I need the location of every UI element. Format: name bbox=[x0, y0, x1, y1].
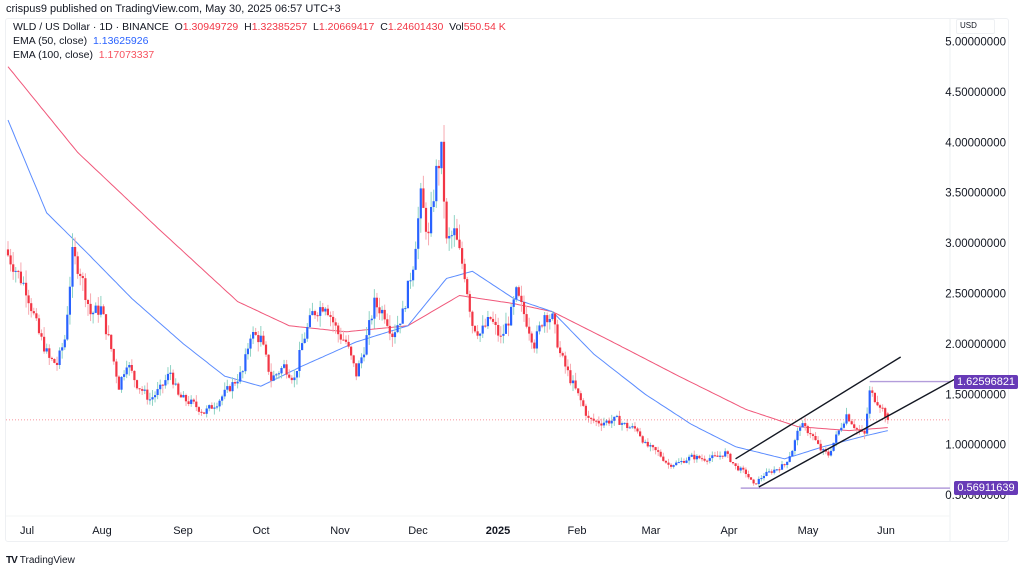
time-tick-label: Nov bbox=[330, 525, 350, 537]
price-tick-label: 5.00000000 bbox=[945, 37, 1006, 49]
time-tick-label: 2025 bbox=[486, 525, 510, 537]
ohlc-row: WLD / US Dollar · 1D · BINANCE O1.309497… bbox=[13, 20, 506, 34]
ascending-channel[interactable] bbox=[735, 356, 956, 488]
horizontal-levels[interactable] bbox=[6, 380, 950, 489]
chart-legend: WLD / US Dollar · 1D · BINANCE O1.309497… bbox=[13, 20, 506, 62]
price-tick-label: 2.00000000 bbox=[945, 339, 1006, 351]
ema100-value: 1.17073337 bbox=[98, 49, 155, 61]
ema100-label: EMA (100, close) bbox=[13, 49, 93, 61]
time-tick-label: Jul bbox=[20, 525, 34, 537]
time-tick-label: Jun bbox=[877, 525, 895, 537]
currency-label[interactable]: USD bbox=[956, 19, 995, 34]
tradingview-brand[interactable]: TV TradingView bbox=[6, 555, 75, 566]
price-tag-upper-level: 1.62596821 bbox=[954, 375, 1018, 389]
volume-value: 550.54 K bbox=[463, 21, 506, 33]
price-tick-label: 1.00000000 bbox=[945, 440, 1006, 452]
chart-frame bbox=[5, 18, 1009, 542]
symbol-label[interactable]: WLD / US Dollar · 1D · BINANCE bbox=[13, 21, 169, 33]
close-value: 1.24601430 bbox=[387, 21, 444, 33]
ema100-line bbox=[7, 66, 888, 432]
open-label: O bbox=[174, 21, 183, 33]
time-tick-label: Mar bbox=[642, 525, 661, 537]
ema50-line bbox=[7, 119, 888, 460]
ema50-row[interactable]: EMA (50, close) 1.13625926 bbox=[13, 34, 506, 48]
time-tick-label: Sep bbox=[173, 525, 193, 537]
ema50-value: 1.13625926 bbox=[92, 35, 149, 47]
ema100-row[interactable]: EMA (100, close) 1.17073337 bbox=[13, 48, 506, 62]
price-tick-label: 3.50000000 bbox=[945, 188, 1006, 200]
ema50-label: EMA (50, close) bbox=[13, 35, 88, 47]
time-tick-label: May bbox=[798, 525, 819, 537]
time-tick-label: Apr bbox=[720, 525, 737, 537]
price-axis[interactable]: 5.00000000 4.50000000 4.00000000 3.50000000… bbox=[945, 37, 1006, 503]
time-tick-label: Aug bbox=[92, 525, 112, 537]
low-label: L bbox=[313, 21, 319, 33]
price-tick-label: 4.00000000 bbox=[945, 137, 1006, 149]
price-tick-label: 1.50000000 bbox=[945, 389, 1006, 401]
low-value: 1.20669417 bbox=[318, 21, 375, 33]
price-tick-label: 2.50000000 bbox=[945, 289, 1006, 301]
candlestick-series bbox=[6, 125, 889, 487]
time-tick-label: Oct bbox=[252, 525, 269, 537]
publisher-line: crispus9 published on TradingView.com, M… bbox=[6, 3, 341, 15]
brand-name: TradingView bbox=[19, 555, 75, 566]
high-label: H bbox=[244, 21, 252, 33]
close-label: C bbox=[380, 21, 388, 33]
time-tick-label: Dec bbox=[408, 525, 428, 537]
high-value: 1.32385257 bbox=[251, 21, 308, 33]
time-tick-label: Feb bbox=[568, 525, 587, 537]
price-tick-label: 4.50000000 bbox=[945, 87, 1006, 99]
volume-label: Vol bbox=[449, 21, 464, 33]
price-tick-label: 3.00000000 bbox=[945, 238, 1006, 250]
open-value: 1.30949729 bbox=[182, 21, 239, 33]
tradingview-logo-icon: TV bbox=[6, 555, 18, 566]
price-tag-lower-level: 0.56911639 bbox=[954, 481, 1018, 495]
time-axis[interactable]: Jul Aug Sep Oct Nov Dec 2025 Feb Mar Apr May Jun bbox=[20, 525, 895, 537]
